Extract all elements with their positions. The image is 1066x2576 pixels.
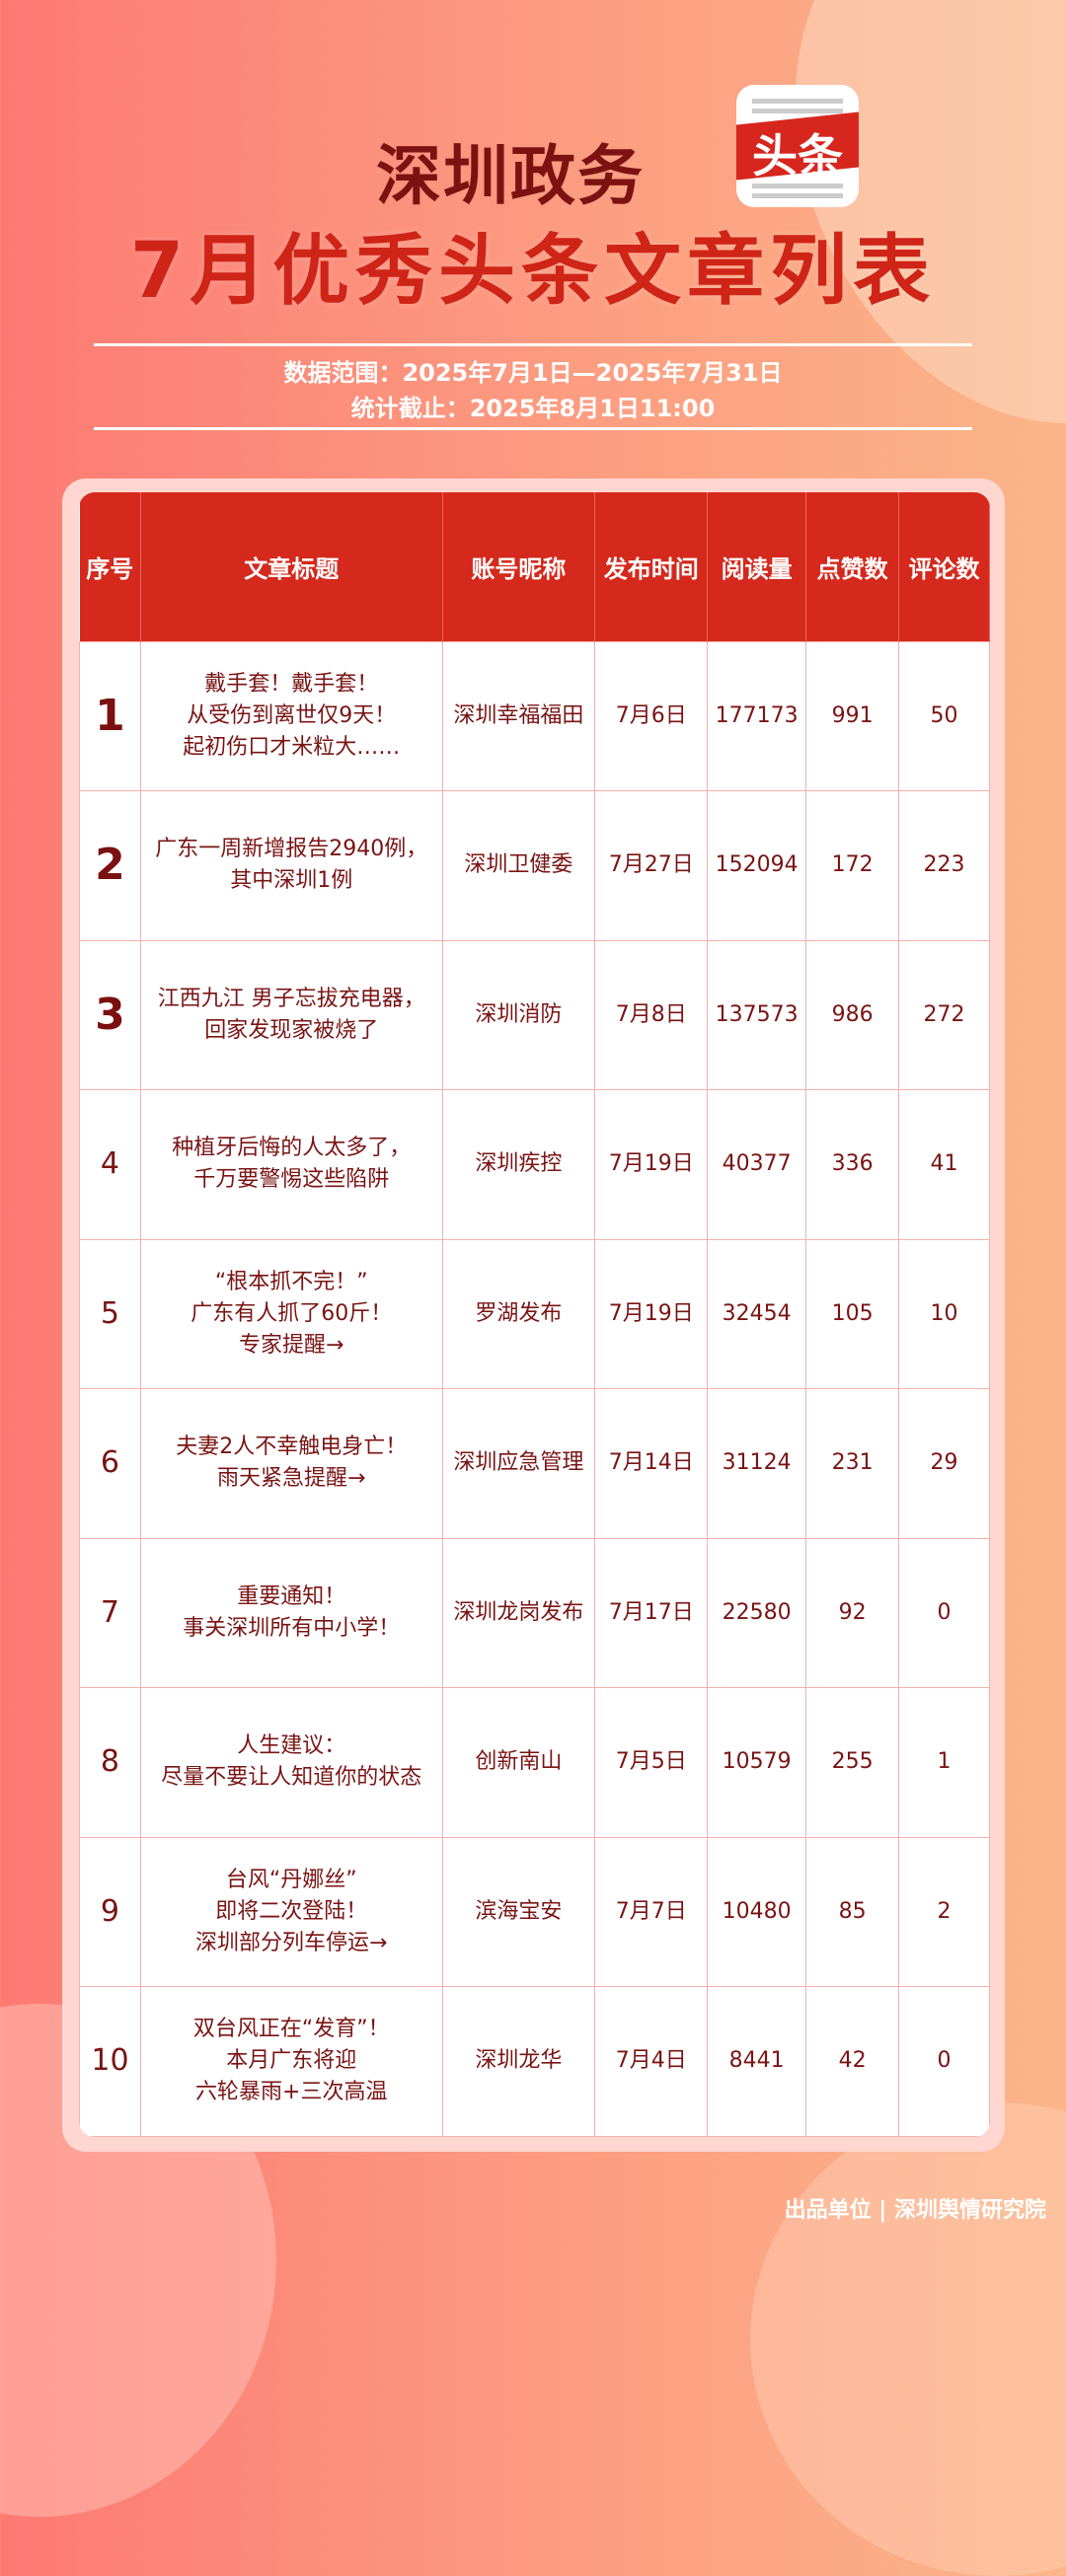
cell-date: 7月19日 — [594, 1089, 709, 1240]
table-row: 7 重要通知！ 事关深圳所有中小学！ 深圳龙岗发布 7月17日 22580 92 0 — [79, 1537, 990, 1688]
cell-comments: 29 — [898, 1388, 990, 1539]
cell-comments: 1 — [898, 1687, 990, 1838]
cell-likes: 172 — [805, 790, 900, 941]
cell-title: 双台风正在“发育”！ 本月广东将迎 六轮暴雨+三次高温 — [139, 1986, 443, 2137]
cell-likes: 85 — [805, 1836, 900, 1987]
column-header: 文章标题 — [140, 492, 443, 641]
decor-shape — [750, 2102, 1066, 2576]
cell-date: 7月7日 — [594, 1836, 709, 1987]
column-header: 阅读量 — [707, 492, 807, 641]
toutiao-logo: 头条 — [736, 85, 859, 207]
cell-account: 深圳龙华 — [441, 1986, 596, 2137]
cell-date: 7月17日 — [594, 1537, 709, 1688]
cell-comments: 50 — [898, 640, 990, 791]
cutoff-time: 统计截止：2025年8月1日11:00 — [350, 395, 716, 422]
cell-reads: 32454 — [707, 1238, 807, 1389]
cell-reads: 152094 — [707, 790, 807, 941]
table-row: 3 江西九江 男子忘拔充电器， 回家发现家被烧了 深圳消防 7月8日 137573 986… — [79, 939, 990, 1090]
cell-rank: 4 — [79, 1089, 141, 1240]
title-sub: 7月优秀头条文章列表 — [129, 227, 937, 316]
cell-reads: 22580 — [707, 1537, 807, 1688]
divider — [94, 427, 972, 430]
cell-title: 江西九江 男子忘拔充电器， 回家发现家被烧了 — [139, 939, 443, 1090]
table-row: 4 种植牙后悔的人太多了， 千万要警惕这些陷阱 深圳疾控 7月19日 40377 336 4… — [79, 1089, 990, 1240]
cell-date: 7月6日 — [594, 640, 709, 791]
cell-account: 滨海宝安 — [441, 1836, 596, 1987]
cell-likes: 42 — [805, 1986, 900, 2137]
column-header: 发布时间 — [594, 492, 709, 641]
cell-likes: 991 — [805, 640, 900, 791]
cell-comments: 0 — [898, 1986, 990, 2137]
cell-date: 7月19日 — [594, 1238, 709, 1389]
cell-comments: 2 — [898, 1836, 990, 1987]
cell-rank: 1 — [79, 640, 141, 791]
cell-date: 7月5日 — [594, 1687, 709, 1838]
cell-rank: 2 — [79, 790, 141, 941]
cell-title: 人生建议： 尽量不要让人知道你的状态 — [139, 1687, 443, 1838]
cell-account: 深圳卫健委 — [441, 790, 596, 941]
column-header: 评论数 — [898, 492, 990, 641]
cell-rank: 7 — [79, 1537, 141, 1688]
cell-account: 深圳消防 — [441, 939, 596, 1090]
table-row: 9 台风“丹娜丝” 即将二次登陆！ 深圳部分列车停运→ 滨海宝安 7月7日 10480 8… — [79, 1836, 990, 1987]
cell-account: 罗湖发布 — [441, 1238, 596, 1389]
table-row: 10 双台风正在“发育”！ 本月广东将迎 六轮暴雨+三次高温 深圳龙华 7月4日 844… — [79, 1986, 990, 2137]
cell-likes: 986 — [805, 939, 900, 1090]
cell-rank: 10 — [79, 1986, 141, 2137]
table-row: 1 戴手套！戴手套！ 从受伤到离世仅9天！ 起初伤口才米粒大…… 深圳幸福福田 7月6… — [79, 640, 990, 791]
cell-reads: 177173 — [707, 640, 807, 791]
cell-rank: 8 — [79, 1687, 141, 1838]
cell-comments: 272 — [898, 939, 990, 1090]
column-header: 序号 — [79, 492, 141, 641]
cell-likes: 336 — [805, 1089, 900, 1240]
table-row: 8 人生建议： 尽量不要让人知道你的状态 创新南山 7月5日 10579 255 1 — [79, 1687, 990, 1838]
cell-likes: 105 — [805, 1238, 900, 1389]
cell-account: 深圳龙岗发布 — [441, 1537, 596, 1688]
cell-account: 创新南山 — [441, 1687, 596, 1838]
table-row: 5 “根本抓不完！” 广东有人抓了60斤！ 专家提醒→ 罗湖发布 7月19日 32454… — [79, 1238, 990, 1389]
cell-comments: 41 — [898, 1089, 990, 1240]
cell-title: 台风“丹娜丝” 即将二次登陆！ 深圳部分列车停运→ — [139, 1836, 443, 1987]
divider — [94, 343, 972, 346]
title-main: 深圳政务 — [376, 138, 645, 214]
column-header: 账号昵称 — [442, 492, 596, 641]
table-row: 2 广东一周新增报告2940例， 其中深圳1例 深圳卫健委 7月27日 152094 17… — [79, 790, 990, 941]
cell-likes: 92 — [805, 1537, 900, 1688]
cell-reads: 40377 — [707, 1089, 807, 1240]
cell-comments: 10 — [898, 1238, 990, 1389]
articles-table: 序号 文章标题 账号昵称 发布时间 阅读量 点赞数 评论数 1 戴手套！戴手套！ 从受伤到离世… — [79, 492, 990, 2137]
cell-date: 7月27日 — [594, 790, 709, 941]
cell-rank: 5 — [79, 1238, 141, 1389]
cell-title: 广东一周新增报告2940例， 其中深圳1例 — [139, 790, 443, 941]
cell-rank: 9 — [79, 1836, 141, 1987]
cell-reads: 8441 — [707, 1986, 807, 2137]
cell-date: 7月4日 — [594, 1986, 709, 2137]
cell-account: 深圳幸福福田 — [441, 640, 596, 791]
cell-rank: 3 — [79, 939, 141, 1090]
table-row: 6 夫妻2人不幸触电身亡！ 雨天紧急提醒→ 深圳应急管理 7月14日 31124 231 2… — [79, 1388, 990, 1539]
cell-likes: 231 — [805, 1388, 900, 1539]
cell-comments: 223 — [898, 790, 990, 941]
cell-reads: 10579 — [707, 1687, 807, 1838]
cell-title: 重要通知！ 事关深圳所有中小学！ — [139, 1537, 443, 1688]
cell-title: “根本抓不完！” 广东有人抓了60斤！ 专家提醒→ — [139, 1238, 443, 1389]
cell-account: 深圳应急管理 — [441, 1388, 596, 1539]
cell-title: 戴手套！戴手套！ 从受伤到离世仅9天！ 起初伤口才米粒大…… — [139, 640, 443, 791]
column-header: 点赞数 — [805, 492, 900, 641]
cell-date: 7月8日 — [594, 939, 709, 1090]
logo-text: 头条 — [752, 129, 843, 183]
cell-reads: 31124 — [707, 1388, 807, 1539]
cell-reads: 137573 — [707, 939, 807, 1090]
cell-rank: 6 — [79, 1388, 141, 1539]
cell-date: 7月14日 — [594, 1388, 709, 1539]
cell-reads: 10480 — [707, 1836, 807, 1987]
cell-title: 夫妻2人不幸触电身亡！ 雨天紧急提醒→ — [139, 1388, 443, 1539]
cell-likes: 255 — [805, 1687, 900, 1838]
cell-account: 深圳疾控 — [441, 1089, 596, 1240]
footer-credit: 出品单位 | 深圳舆情研究院 — [784, 2198, 1046, 2223]
cell-title: 种植牙后悔的人太多了， 千万要警惕这些陷阱 — [139, 1089, 443, 1240]
cell-comments: 0 — [898, 1537, 990, 1688]
data-range: 数据范围：2025年7月1日—2025年7月31日 — [283, 359, 783, 387]
